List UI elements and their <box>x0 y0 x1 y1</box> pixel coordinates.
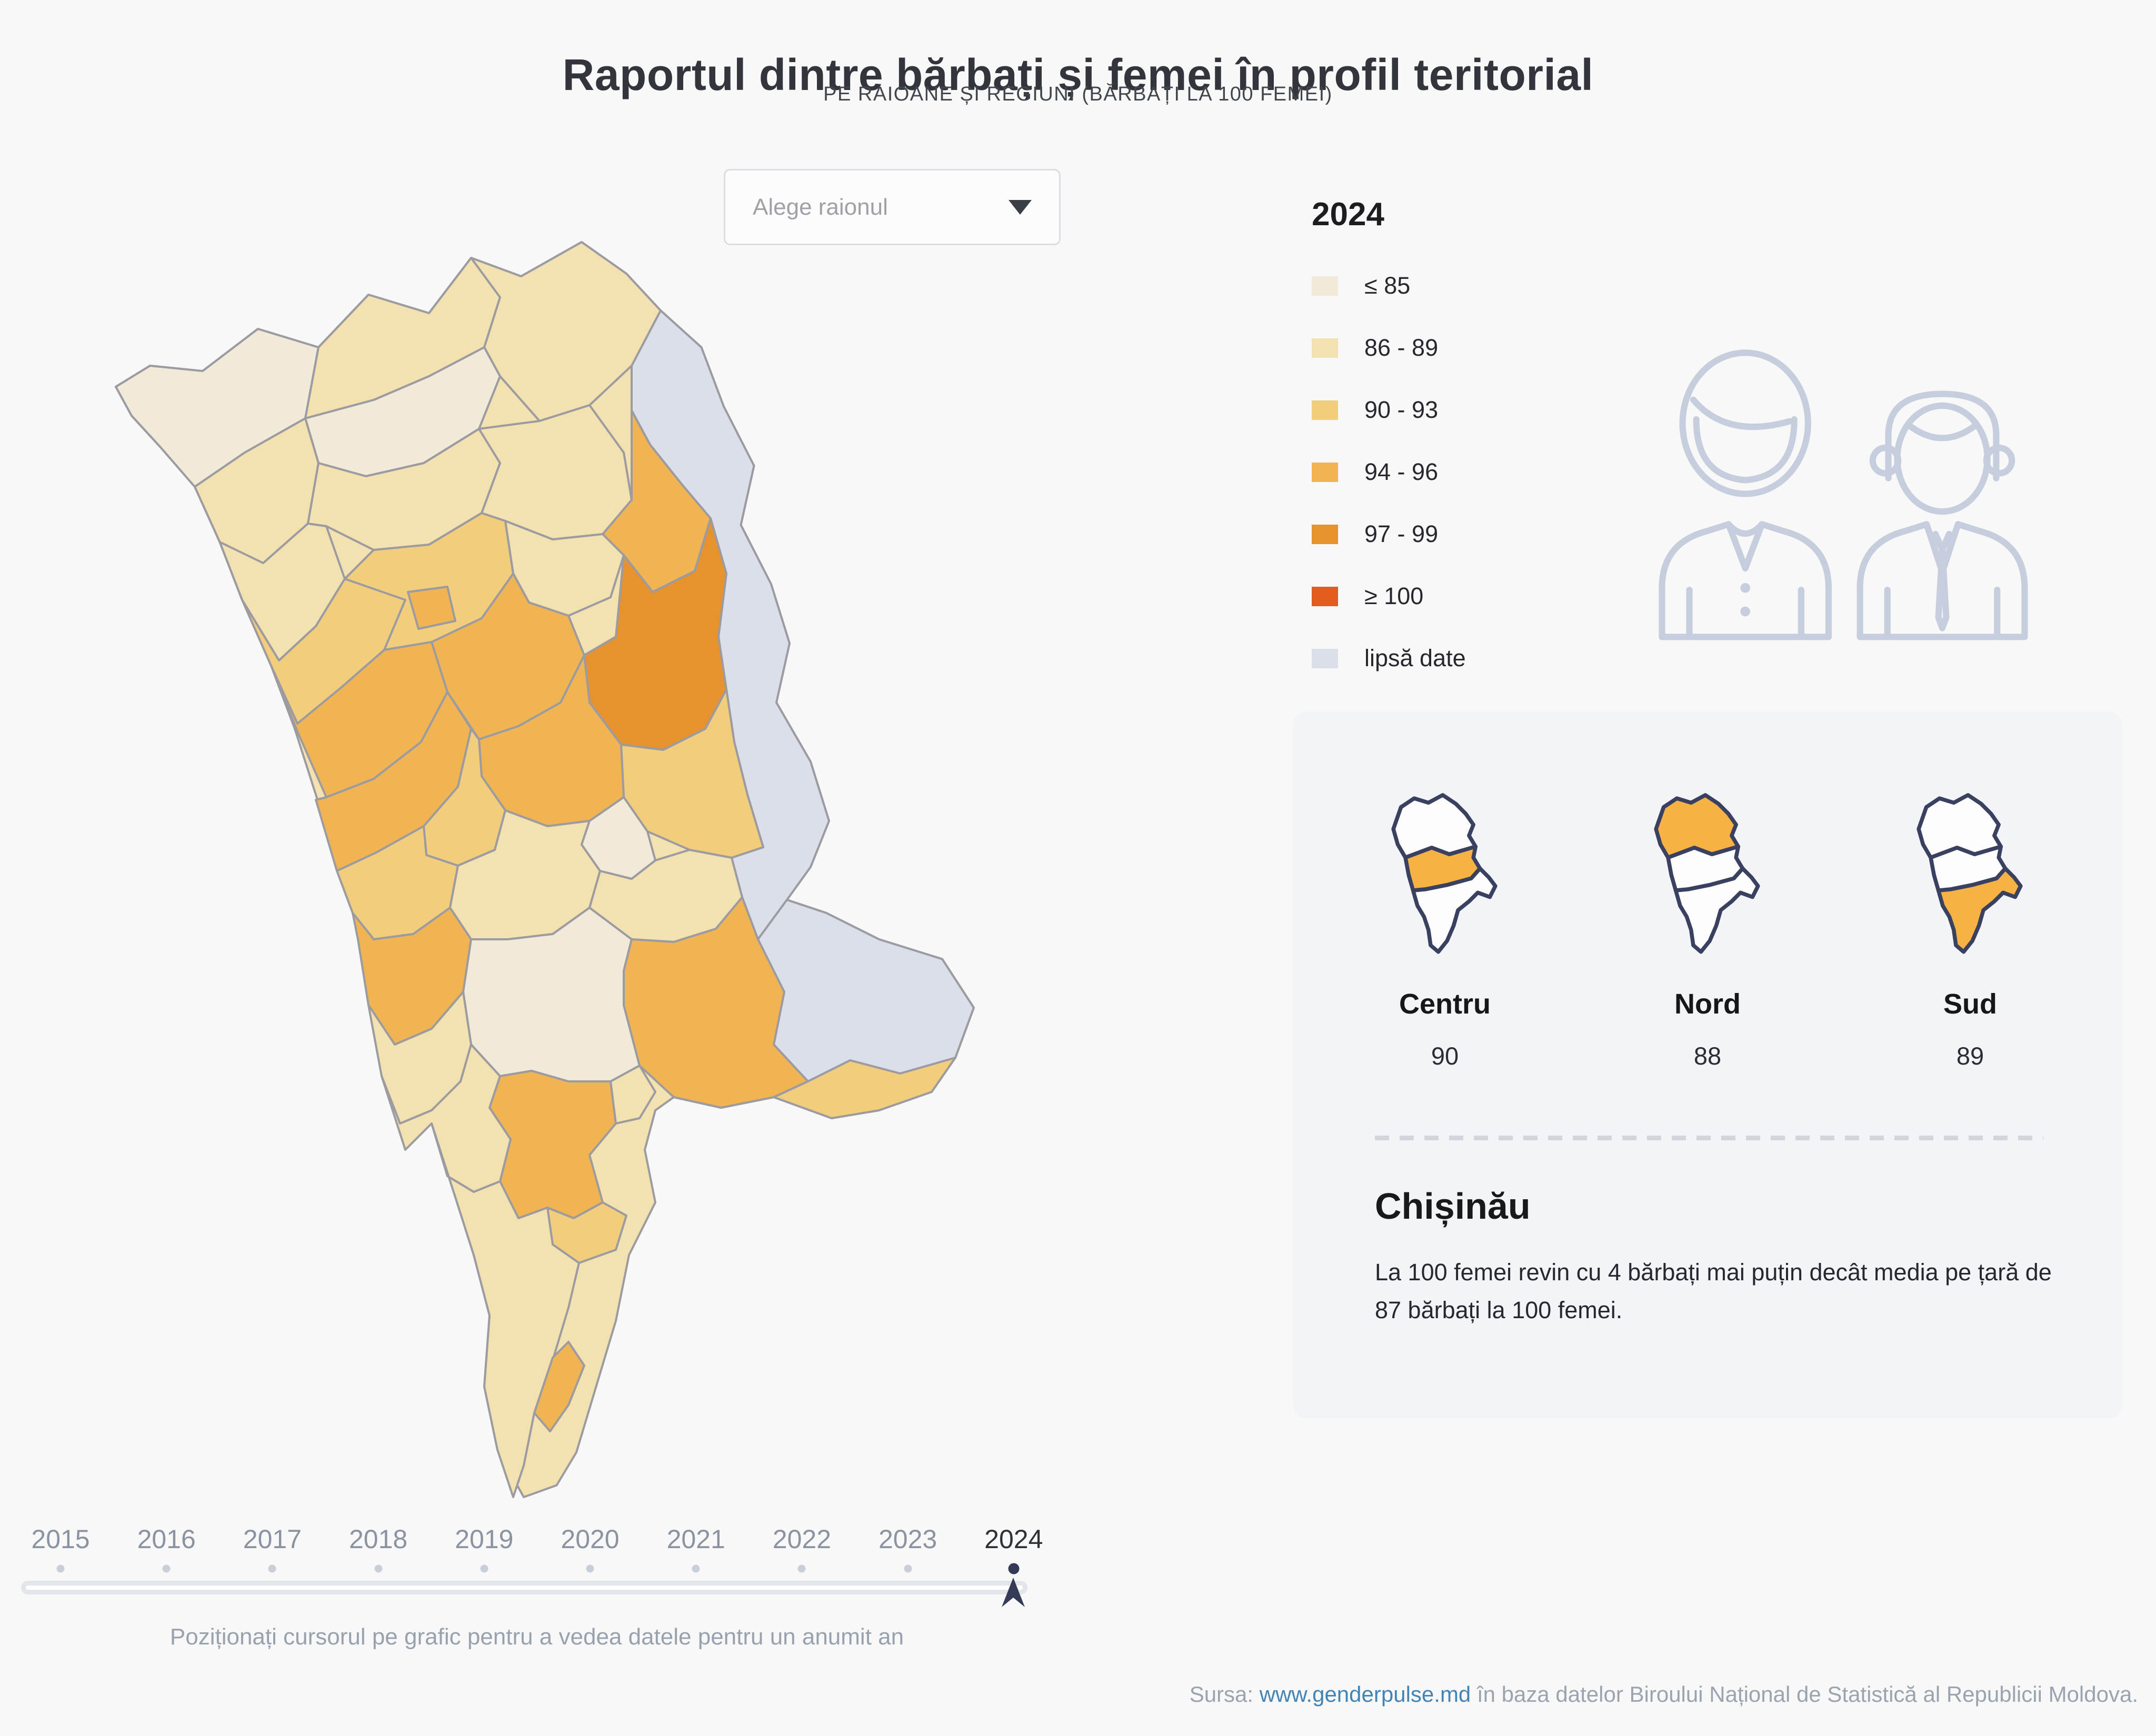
region-shape-nord <box>1391 793 1478 860</box>
region-card-centru: Centru 90 <box>1334 785 1555 1070</box>
year-2021[interactable]: 2021 <box>666 1524 725 1554</box>
legend-swatch-c5 <box>1312 586 1338 606</box>
year-2024[interactable]: 2024 <box>984 1524 1043 1554</box>
district-balti[interactable] <box>407 586 456 630</box>
legend-item-c3: 94 - 96 <box>1312 458 1466 486</box>
legend-item-c5: ≥ 100 <box>1312 583 1466 610</box>
region-value: 89 <box>1956 1042 1984 1070</box>
region-name: Sud <box>1943 988 1997 1020</box>
district-select[interactable]: Alege raionul <box>724 169 1061 245</box>
region-shape-nord <box>1917 793 2003 860</box>
year-dot-2015[interactable] <box>56 1564 65 1573</box>
legend-label: ≤ 85 <box>1364 272 1411 299</box>
region-shape-nord <box>1654 793 1741 860</box>
regions-panel: Centru 90 Nord 88 Sud 89 Chișinău La 100 feme… <box>1293 711 2122 1418</box>
region-map-sud <box>1917 793 2023 954</box>
region-minimaps: Centru 90 Nord 88 Sud 89 <box>1293 785 2122 1070</box>
chisinau-description: La 100 femei revin cu 4 bărbați mai puți… <box>1375 1259 2052 1323</box>
district-select-placeholder: Alege raionul <box>753 194 888 220</box>
page-title: Raportul dintre bărbați și femei în prof… <box>562 50 1594 100</box>
year-2020[interactable]: 2020 <box>561 1524 620 1554</box>
legend-item-c4: 97 - 99 <box>1312 520 1466 548</box>
year-2019[interactable]: 2019 <box>455 1524 514 1554</box>
district-basarabeasca[interactable] <box>610 1065 656 1125</box>
district-soroca[interactable] <box>470 241 662 422</box>
year-2018[interactable]: 2018 <box>348 1524 408 1554</box>
region-name: Centru <box>1399 988 1491 1020</box>
timeline-hint: Poziționați cursorul pe grafic pentru a … <box>169 1624 904 1650</box>
moldova-choropleth-map[interactable] <box>37 203 1026 1502</box>
region-value: 88 <box>1693 1042 1722 1070</box>
region-value: 90 <box>1431 1042 1459 1070</box>
year-dot-2021[interactable] <box>692 1564 700 1573</box>
legend: 2024 ≤ 85 86 - 89 90 - 93 94 - 96 97 - 99 ≥ 1… <box>1312 196 1466 707</box>
year-2016[interactable]: 2016 <box>137 1524 196 1554</box>
legend-swatch-c1 <box>1312 338 1338 358</box>
year-2023[interactable]: 2023 <box>878 1524 937 1554</box>
district-stefan-voda[interactable] <box>773 1057 956 1119</box>
legend-label: 97 - 99 <box>1364 520 1439 547</box>
region-shape-sud <box>1936 866 2023 954</box>
page-subtitle: PE RAIOANE ȘI REGIUNI (BĂRBAȚI LA 100 FE… <box>823 83 1333 105</box>
year-dot-2023[interactable] <box>904 1564 912 1573</box>
woman-man-icon <box>1659 349 2028 640</box>
source-suffix: în baza datelor Biroului Național de Sta… <box>1476 1682 2138 1707</box>
region-card-sud: Sud 89 <box>1860 785 2081 1070</box>
year-dot-2024[interactable] <box>1008 1563 1020 1574</box>
chisinau-title: Chișinău <box>1375 1186 1531 1227</box>
legend-swatch-c2 <box>1312 400 1338 420</box>
year-2017[interactable]: 2017 <box>243 1524 302 1554</box>
legend-item-nd: lipsă date <box>1312 645 1466 672</box>
legend-swatch-c3 <box>1312 462 1338 482</box>
year-2022[interactable]: 2022 <box>772 1524 832 1554</box>
year-dot-2019[interactable] <box>480 1564 488 1573</box>
source-link[interactable]: www.genderpulse.md <box>1259 1682 1471 1707</box>
year-dot-2016[interactable] <box>162 1564 171 1573</box>
year-2015[interactable]: 2015 <box>31 1524 90 1554</box>
legend-swatch-c0 <box>1312 276 1338 296</box>
region-name: Nord <box>1674 988 1741 1020</box>
region-card-nord: Nord 88 <box>1597 785 1818 1070</box>
region-map-nord <box>1654 793 1760 954</box>
year-dot-2020[interactable] <box>586 1564 594 1573</box>
region-shape-sud <box>1411 866 1498 954</box>
year-dot-2018[interactable] <box>374 1564 383 1573</box>
year-dot-2022[interactable] <box>797 1564 806 1573</box>
legend-label: 90 - 93 <box>1364 396 1439 423</box>
legend-year: 2024 <box>1312 196 1384 233</box>
legend-label: 94 - 96 <box>1364 458 1439 485</box>
timeline-handle[interactable] <box>1001 1577 1026 1608</box>
timeline-track[interactable] <box>21 1581 1027 1594</box>
region-map-centru <box>1391 793 1498 954</box>
legend-swatch-c4 <box>1312 524 1338 544</box>
district-chisinau[interactable] <box>581 796 656 880</box>
legend-item-c2: 90 - 93 <box>1312 396 1466 424</box>
legend-label: ≥ 100 <box>1364 583 1424 609</box>
dashed-divider <box>1375 1136 2043 1140</box>
district-vulcanesti[interactable] <box>533 1341 585 1432</box>
district-transnistria-sud[interactable] <box>757 899 975 1082</box>
region-shape-sud <box>1673 866 1760 954</box>
legend-item-c1: 86 - 89 <box>1312 334 1466 362</box>
legend-swatch-nd <box>1312 648 1338 668</box>
year-dot-2017[interactable] <box>268 1564 276 1573</box>
source-line: Sursa: www.genderpulse.md în baza datelo… <box>1190 1682 2138 1707</box>
chevron-down-icon <box>1009 199 1032 215</box>
source-prefix: Sursa: <box>1189 1682 1254 1707</box>
legend-label: lipsă date <box>1364 645 1466 671</box>
legend-item-c0: ≤ 85 <box>1312 272 1466 299</box>
legend-label: 86 - 89 <box>1364 334 1439 361</box>
legend-items: ≤ 85 86 - 89 90 - 93 94 - 96 97 - 99 ≥ 100 lip… <box>1312 272 1466 672</box>
